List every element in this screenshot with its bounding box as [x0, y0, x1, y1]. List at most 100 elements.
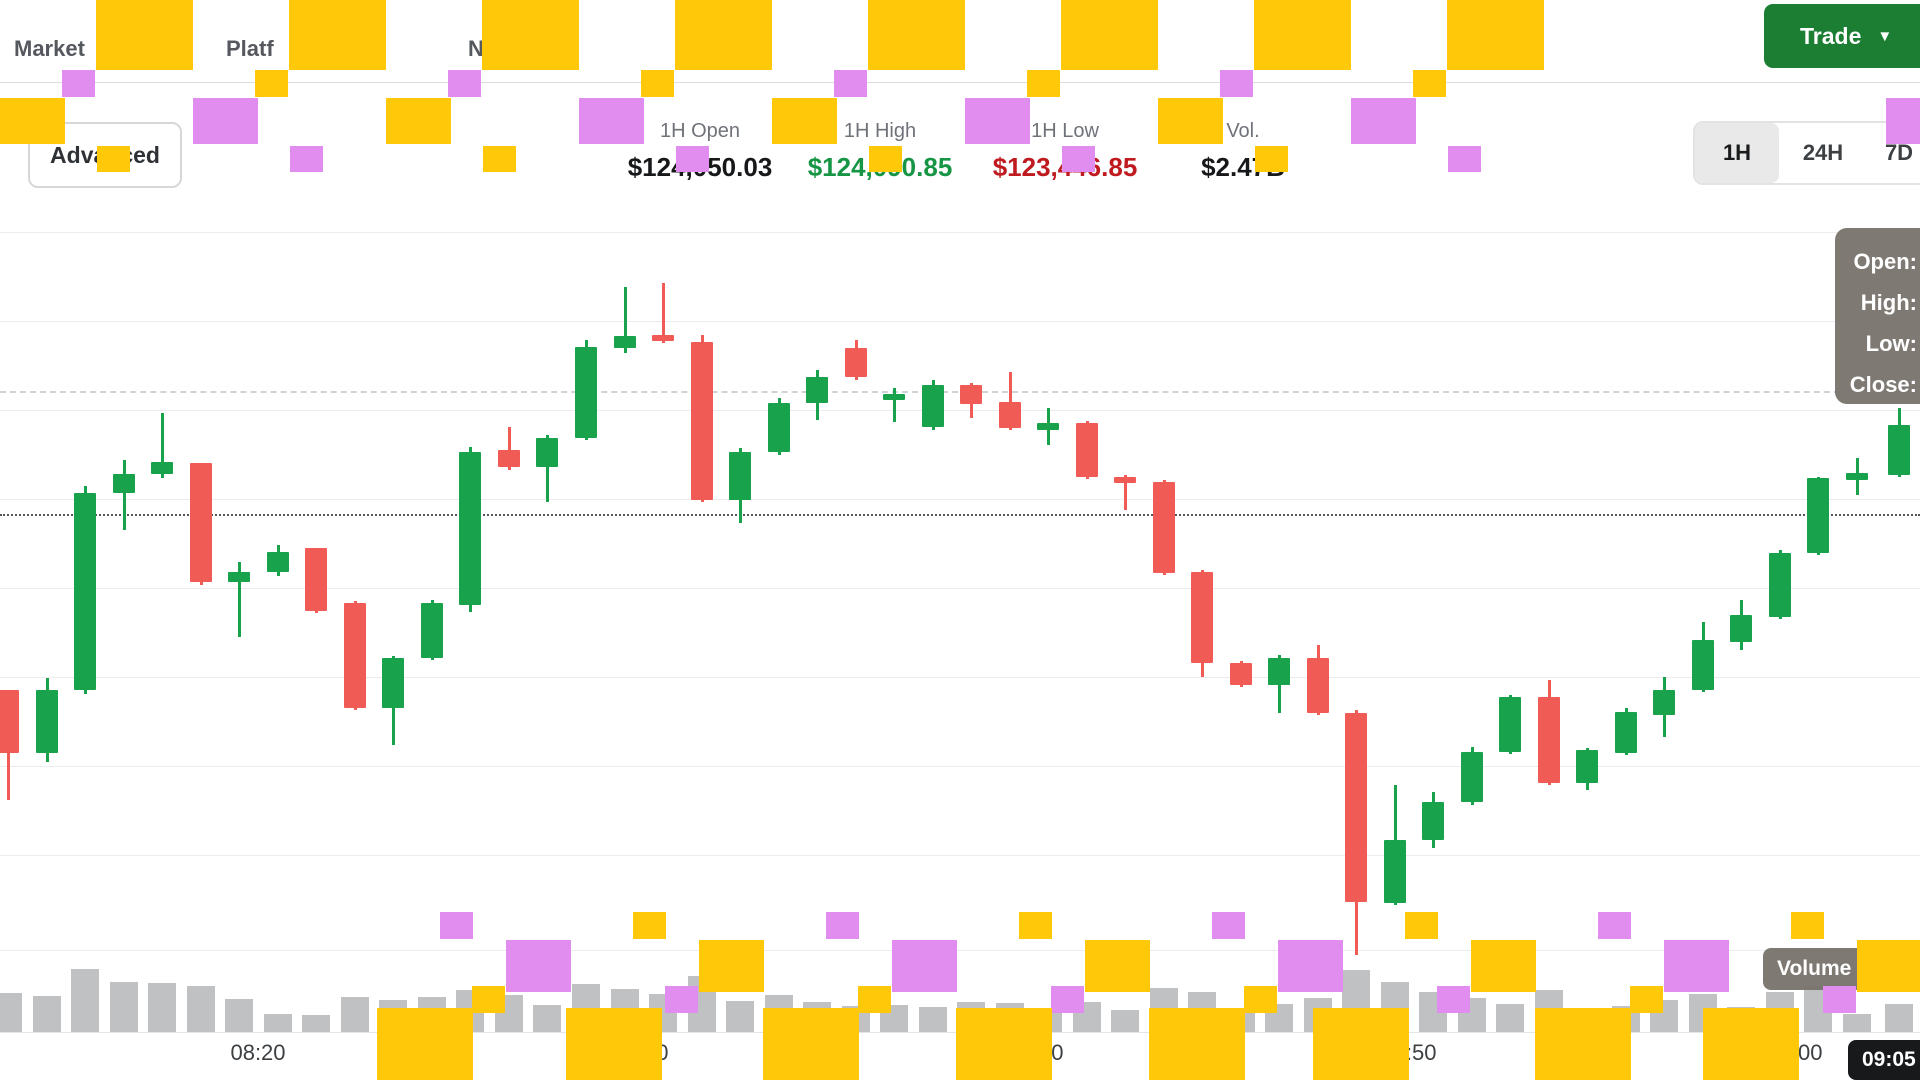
candle-body — [1037, 423, 1059, 430]
nav-item-platform[interactable]: Platf — [226, 36, 274, 61]
candle-body — [1888, 425, 1910, 475]
timeframe-7d-button[interactable]: 7D — [1884, 140, 1914, 165]
occlusion-block-purple — [1448, 146, 1481, 172]
tooltip-high-label: High: — [1860, 290, 1917, 315]
occlusion-block-yellow — [483, 146, 516, 172]
candle-body — [1268, 658, 1290, 685]
occlusion-block-yellow — [1447, 0, 1544, 70]
occlusion-block-yellow — [1019, 912, 1052, 939]
occlusion-block-purple — [448, 70, 481, 97]
chart-gridline — [0, 855, 1920, 856]
occlusion-block-yellow — [1244, 986, 1277, 1013]
volume-bar — [1111, 1010, 1139, 1032]
volume-bar — [726, 1001, 754, 1032]
nav-item-n[interactable]: N — [468, 36, 484, 61]
tooltip-open-label: Open: — [1853, 249, 1917, 274]
volume-bar — [0, 993, 22, 1032]
candle-body — [1422, 802, 1444, 840]
occlusion-block-yellow — [1061, 0, 1158, 70]
occlusion-block-yellow — [289, 0, 386, 70]
volume-bar — [71, 969, 99, 1032]
occlusion-block-yellow — [1857, 940, 1920, 992]
candle-body — [382, 658, 404, 708]
volume-bar — [341, 997, 369, 1032]
occlusion-block-yellow — [1085, 940, 1150, 992]
occlusion-block-yellow — [858, 986, 891, 1013]
timeframe-24h-button[interactable]: 24H — [1802, 140, 1844, 165]
candle-body — [228, 572, 250, 582]
timeframe-1h-button[interactable]: 1H — [1695, 123, 1779, 183]
candle-body — [691, 342, 713, 500]
occlusion-block-purple — [440, 912, 473, 939]
candle-wick — [893, 388, 896, 422]
occlusion-block-purple — [1664, 940, 1729, 992]
volume-bar — [110, 982, 138, 1032]
candle-body — [575, 347, 597, 438]
occlusion-block-yellow — [1405, 912, 1438, 939]
occlusion-block-purple — [1437, 986, 1470, 1013]
candle-body — [806, 377, 828, 403]
candle-body — [960, 385, 982, 404]
volume-bar — [225, 999, 253, 1032]
timeframe-segmented-control: 1H 24H 7D — [1693, 121, 1920, 185]
candle-wick — [238, 562, 241, 637]
occlusion-block-yellow — [956, 1008, 1052, 1080]
candle-body — [74, 493, 96, 690]
candle-body — [267, 552, 289, 572]
trade-button[interactable]: Trade ▼ — [1764, 4, 1920, 68]
candle-body — [536, 438, 558, 467]
chart-gridline — [0, 232, 1920, 233]
occlusion-block-purple — [62, 70, 95, 97]
occlusion-block-yellow — [377, 1008, 473, 1080]
chart-gridline — [0, 588, 1920, 589]
candle-body — [883, 394, 905, 400]
candle-body — [305, 548, 327, 611]
candle-body — [1191, 572, 1213, 663]
candle-body — [344, 603, 366, 708]
volume-bar — [1885, 1004, 1913, 1032]
stat-label: 1H High — [843, 120, 917, 142]
candle-wick — [1124, 475, 1127, 510]
candle-wick — [161, 413, 164, 478]
occlusion-block-purple — [1051, 986, 1084, 1013]
crosshair-time-badge: 09:05 — [1848, 1040, 1920, 1080]
volume-badge-label: Volume — [1777, 957, 1852, 980]
occlusion-block-purple — [1212, 912, 1245, 939]
trade-button-label: Trade — [1800, 22, 1862, 49]
volume-bar — [264, 1014, 292, 1032]
candle-body — [1307, 658, 1329, 713]
occlusion-block-purple — [1886, 98, 1920, 144]
occlusion-block-purple — [1220, 70, 1253, 97]
occlusion-block-yellow — [699, 940, 764, 992]
occlusion-block-yellow — [386, 98, 451, 144]
occlusion-block-yellow — [675, 0, 772, 70]
candle-body — [1807, 478, 1829, 553]
occlusion-block-yellow — [763, 1008, 859, 1080]
occlusion-block-purple — [1823, 986, 1856, 1013]
occlusion-block-yellow — [472, 986, 505, 1013]
candle-body — [1576, 750, 1598, 783]
candle-wick — [546, 435, 549, 502]
occlusion-block-yellow — [772, 98, 837, 144]
candle-body — [1230, 663, 1252, 685]
occlusion-block-yellow — [1791, 912, 1824, 939]
occlusion-block-purple — [506, 940, 571, 992]
occlusion-block-yellow — [633, 912, 666, 939]
occlusion-block-yellow — [482, 0, 579, 70]
candle-body — [1076, 423, 1098, 477]
occlusion-block-yellow — [255, 70, 288, 97]
volume-bar — [919, 1007, 947, 1032]
occlusion-block-yellow — [1149, 1008, 1245, 1080]
candle-body — [1538, 697, 1560, 783]
occlusion-block-yellow — [1471, 940, 1536, 992]
occlusion-block-purple — [965, 98, 1030, 144]
candle-body — [190, 463, 212, 582]
volume-bar — [302, 1015, 330, 1032]
stat-label: Vol. — [1226, 120, 1260, 142]
occlusion-block-yellow — [868, 0, 965, 70]
volume-bar — [1496, 1004, 1524, 1032]
volume-bar — [533, 1005, 561, 1032]
nav-item-market[interactable]: Market — [14, 36, 85, 61]
candle-body — [1653, 690, 1675, 715]
chart-gridline — [0, 677, 1920, 678]
